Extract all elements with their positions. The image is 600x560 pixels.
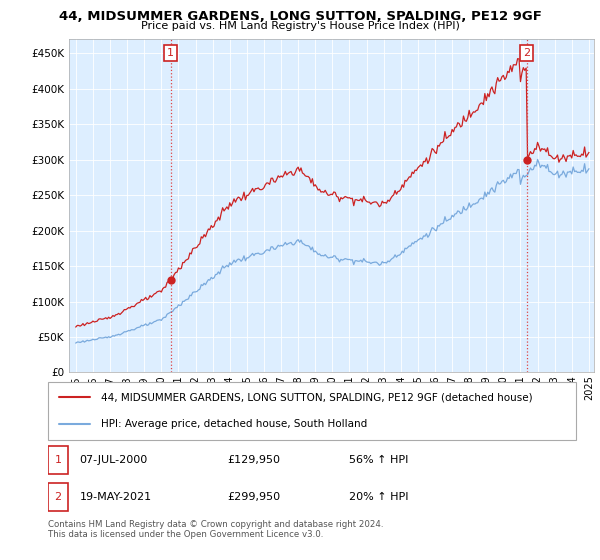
- Text: HPI: Average price, detached house, South Holland: HPI: Average price, detached house, Sout…: [101, 419, 367, 429]
- Text: 2: 2: [523, 48, 530, 58]
- Text: 07-JUL-2000: 07-JUL-2000: [80, 455, 148, 465]
- Text: 1: 1: [55, 455, 62, 465]
- Text: 1: 1: [167, 48, 174, 58]
- FancyBboxPatch shape: [48, 446, 68, 474]
- Text: 2: 2: [55, 492, 62, 502]
- Text: Price paid vs. HM Land Registry's House Price Index (HPI): Price paid vs. HM Land Registry's House …: [140, 21, 460, 31]
- Text: £299,950: £299,950: [227, 492, 281, 502]
- Text: 20% ↑ HPI: 20% ↑ HPI: [349, 492, 409, 502]
- Text: 44, MIDSUMMER GARDENS, LONG SUTTON, SPALDING, PE12 9GF (detached house): 44, MIDSUMMER GARDENS, LONG SUTTON, SPAL…: [101, 393, 532, 403]
- Text: 19-MAY-2021: 19-MAY-2021: [80, 492, 152, 502]
- Text: £129,950: £129,950: [227, 455, 281, 465]
- Text: Contains HM Land Registry data © Crown copyright and database right 2024.
This d: Contains HM Land Registry data © Crown c…: [48, 520, 383, 539]
- Text: 44, MIDSUMMER GARDENS, LONG SUTTON, SPALDING, PE12 9GF: 44, MIDSUMMER GARDENS, LONG SUTTON, SPAL…: [59, 10, 541, 22]
- FancyBboxPatch shape: [48, 483, 68, 511]
- Text: 56% ↑ HPI: 56% ↑ HPI: [349, 455, 409, 465]
